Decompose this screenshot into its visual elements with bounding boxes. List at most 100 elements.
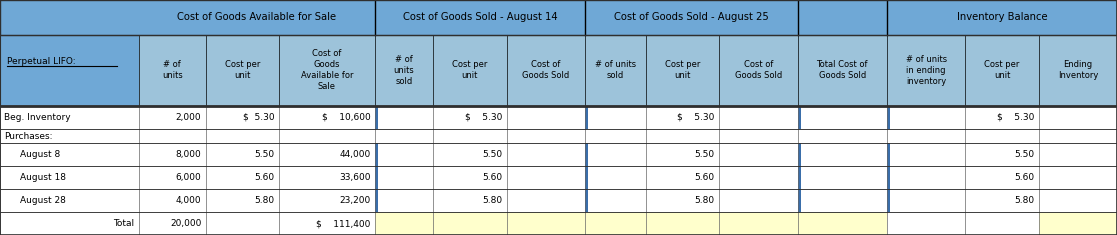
Bar (0, 35, 139, 106)
Text: 5.60: 5.60 (255, 173, 275, 182)
Bar (798, 106, 887, 129)
Bar (375, 166, 379, 189)
Bar (279, 189, 375, 212)
Bar (507, 143, 585, 166)
Text: # of
units: # of units (162, 60, 182, 80)
Bar (433, 106, 507, 129)
Bar (646, 166, 719, 189)
Bar (887, 166, 890, 189)
Text: 5.60: 5.60 (1014, 173, 1034, 182)
Text: 23,200: 23,200 (340, 196, 371, 205)
Bar (887, 129, 965, 143)
Text: 5.50: 5.50 (483, 150, 503, 159)
Text: 5.50: 5.50 (695, 150, 715, 159)
Bar (1039, 143, 1117, 166)
Text: 5.50: 5.50 (255, 150, 275, 159)
Text: 5.80: 5.80 (255, 196, 275, 205)
Text: # of
units
sold: # of units sold (393, 55, 414, 86)
Text: 44,000: 44,000 (340, 150, 371, 159)
Bar (139, 166, 206, 189)
Bar (507, 129, 585, 143)
Text: Cost of
Goods
Available for
Sale: Cost of Goods Available for Sale (300, 49, 353, 91)
Bar (1039, 129, 1117, 143)
Text: Total: Total (113, 219, 134, 228)
Bar (0, 212, 139, 235)
Bar (375, 143, 379, 166)
Bar (279, 166, 375, 189)
Bar (0, 0, 1117, 35)
Bar (375, 189, 433, 212)
Text: # of units
in ending
inventory: # of units in ending inventory (906, 55, 947, 86)
Text: August 8: August 8 (20, 150, 60, 159)
Bar (1039, 166, 1117, 189)
Bar (887, 189, 890, 212)
Bar (719, 212, 798, 235)
Text: $    5.30: $ 5.30 (465, 113, 503, 122)
Text: Cost of
Goods Sold: Cost of Goods Sold (522, 60, 570, 80)
Bar (139, 129, 206, 143)
Bar (0, 129, 139, 143)
Bar (433, 143, 507, 166)
Bar (887, 106, 965, 129)
Text: $    5.30: $ 5.30 (677, 113, 715, 122)
Bar (433, 189, 507, 212)
Text: Cost per
unit: Cost per unit (452, 60, 488, 80)
Bar (206, 212, 279, 235)
Bar (139, 143, 206, 166)
Text: August 28: August 28 (20, 196, 66, 205)
Bar (206, 129, 279, 143)
Bar (375, 143, 433, 166)
Bar (0, 35, 1117, 106)
Bar (375, 189, 379, 212)
Text: # of units
sold: # of units sold (595, 60, 636, 80)
Bar (139, 35, 1117, 106)
Bar (646, 106, 719, 129)
Bar (887, 189, 965, 212)
Text: $    10,600: $ 10,600 (322, 113, 371, 122)
Bar (0, 189, 1117, 212)
Text: Cost per
unit: Cost per unit (984, 60, 1020, 80)
Bar (585, 106, 589, 129)
Text: 5.80: 5.80 (1014, 196, 1034, 205)
Bar (585, 129, 646, 143)
Text: Cost of
Goods Sold: Cost of Goods Sold (735, 60, 782, 80)
Text: 2,000: 2,000 (175, 113, 201, 122)
Text: August 18: August 18 (20, 173, 66, 182)
Bar (646, 189, 719, 212)
Bar (375, 129, 433, 143)
Bar (139, 212, 206, 235)
Bar (887, 166, 965, 189)
Bar (887, 143, 890, 166)
Text: 5.50: 5.50 (1014, 150, 1034, 159)
Bar (0, 129, 1117, 143)
Text: Perpetual LIFO:: Perpetual LIFO: (7, 57, 75, 66)
Bar (719, 129, 798, 143)
Bar (0, 212, 1117, 235)
Bar (965, 189, 1039, 212)
Bar (719, 166, 798, 189)
Bar (965, 212, 1039, 235)
Bar (375, 106, 379, 129)
Text: Purchases:: Purchases: (4, 132, 52, 141)
Bar (585, 189, 646, 212)
Bar (798, 143, 887, 166)
Bar (798, 129, 887, 143)
Bar (1039, 212, 1117, 235)
Bar (798, 189, 887, 212)
Bar (646, 143, 719, 166)
Bar (206, 106, 279, 129)
Bar (0, 0, 1117, 35)
Bar (433, 212, 507, 235)
Text: 6,000: 6,000 (175, 173, 201, 182)
Bar (279, 143, 375, 166)
Bar (0, 166, 1117, 189)
Bar (279, 212, 375, 235)
Bar (887, 212, 965, 235)
Text: 20,000: 20,000 (170, 219, 201, 228)
Bar (1039, 189, 1117, 212)
Bar (798, 189, 801, 212)
Text: Cost of Goods Available for Sale: Cost of Goods Available for Sale (178, 12, 336, 23)
Bar (719, 106, 798, 129)
Bar (646, 129, 719, 143)
Bar (965, 129, 1039, 143)
